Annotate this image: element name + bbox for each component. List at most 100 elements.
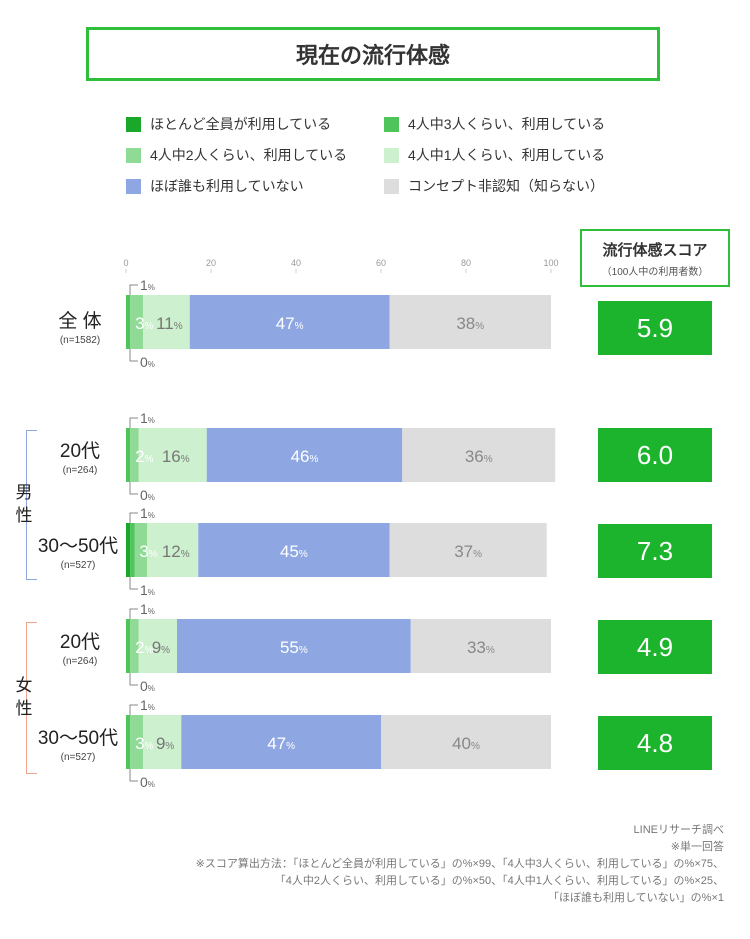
- bar-segment: [143, 715, 182, 769]
- bar-segment: [389, 523, 547, 577]
- data-label-almost-all: 0%: [140, 354, 155, 370]
- bar-segment: [206, 428, 403, 482]
- leader-line-above: [129, 608, 138, 619]
- legend-item-1-of-4: 4人中1人くらい、利用している: [384, 145, 605, 165]
- data-label-unaware: 36%: [465, 447, 493, 466]
- bar-segment: [130, 619, 139, 673]
- data-label-almost-none: 45%: [280, 542, 308, 561]
- row-label-main: 20代: [59, 441, 101, 462]
- legend: ほとんど全員が利用している 4人中3人くらい、利用している 4人中2人くらい、利…: [126, 114, 646, 210]
- data-label-3of4: 1%: [140, 601, 155, 617]
- row-label-female-30-50s: 30～50代 (n=527): [32, 723, 124, 763]
- bar-segment: [147, 523, 199, 577]
- leader-line-below: [129, 482, 138, 495]
- data-label-3of4: 1%: [140, 505, 155, 521]
- data-label-unaware: 40%: [452, 734, 480, 753]
- score-box-female-30-50s: 4.8: [598, 716, 712, 770]
- bar-segment: [189, 295, 390, 349]
- x-tick-label: 20: [206, 258, 216, 268]
- leader-line-above: [129, 512, 138, 523]
- data-label-2of4: 3%: [139, 542, 157, 561]
- bar-segment: [130, 295, 143, 349]
- footer-note-method-2: 「4人中2人くらい、利用している」の%×50、「4人中1人くらい、利用している」…: [274, 875, 724, 887]
- x-tick-label: 80: [461, 258, 471, 268]
- data-label-unaware: 37%: [454, 542, 482, 561]
- legend-label: 4人中2人くらい、利用している: [150, 147, 348, 163]
- row-label-female-20s: 20代 (n=264): [40, 627, 120, 667]
- legend-item-3-of-4: 4人中3人くらい、利用している: [384, 114, 605, 134]
- chart-title: 現在の流行体感: [295, 43, 450, 68]
- bar-segment: [410, 619, 551, 673]
- bar-segment: [181, 715, 381, 769]
- female-group-bracket: [26, 622, 37, 774]
- score-box-total: 5.9: [598, 301, 712, 355]
- bar-segment: [126, 428, 131, 482]
- data-label-almost-all: 0%: [140, 487, 155, 503]
- group-label-char: 性: [15, 699, 33, 718]
- bar-segment: [389, 295, 551, 349]
- data-label-almost-none: 46%: [291, 447, 319, 466]
- row-label-n: (n=527): [60, 560, 96, 571]
- bar-segment: [130, 428, 139, 482]
- legend-item-2-of-4: 4人中2人くらい、利用している: [126, 145, 347, 165]
- data-label-2of4: 3%: [135, 734, 153, 753]
- legend-item-unaware: コンセプト非認知（知らない）: [384, 176, 604, 196]
- leader-line-above: [129, 704, 138, 715]
- x-tick-label: 100: [543, 258, 558, 268]
- bar-segment: [177, 619, 411, 673]
- data-label-almost-all: 1%: [140, 582, 155, 598]
- bar-segment: [130, 715, 143, 769]
- score-header-title: 流行体感スコア: [602, 242, 708, 259]
- bar-segment: [130, 523, 135, 577]
- footer-source: LINEリサーチ調べ: [633, 824, 724, 836]
- data-label-2of4: 2%: [135, 447, 153, 466]
- data-label-almost-all: 0%: [140, 774, 155, 790]
- legend-label: 4人中1人くらい、利用している: [408, 147, 606, 163]
- x-tick-label: 0: [123, 258, 128, 268]
- data-label-1of4: 12%: [162, 542, 190, 561]
- bar-segment: [134, 523, 148, 577]
- group-label-char: 性: [15, 506, 33, 525]
- bar-segment: [126, 715, 131, 769]
- data-label-3of4: 1%: [140, 697, 155, 713]
- legend-swatch: [384, 178, 399, 194]
- row-label-main: 全 体: [58, 311, 102, 332]
- legend-label: ほとんど全員が利用している: [150, 116, 332, 132]
- score-box-male-30-50s: 7.3: [598, 524, 712, 578]
- data-label-almost-all: 0%: [140, 678, 155, 694]
- legend-item-almost-none: ほぼ誰も利用していない: [126, 176, 304, 196]
- row-label-main: 30～50代: [37, 536, 119, 557]
- bar-segment: [143, 295, 190, 349]
- data-label-almost-none: 47%: [267, 734, 295, 753]
- group-label-char: 女: [15, 676, 33, 695]
- row-label-total: 全 体 (n=1582): [40, 306, 120, 346]
- data-label-almost-none: 55%: [280, 638, 308, 657]
- legend-swatch: [126, 116, 141, 132]
- row-label-male-30-50s: 30～50代 (n=527): [32, 531, 124, 571]
- score-header-subtitle: （100人中の利用者数）: [601, 267, 709, 278]
- leader-line-below: [129, 349, 138, 362]
- row-label-male-20s: 20代 (n=264): [40, 436, 120, 476]
- legend-swatch: [384, 116, 399, 132]
- bar-segment: [126, 523, 131, 577]
- data-label-2of4: 2%: [135, 638, 153, 657]
- data-label-3of4: 1%: [140, 410, 155, 426]
- data-label-1of4: 11%: [156, 314, 183, 333]
- score-box-female-20s: 4.9: [598, 620, 712, 674]
- leader-line-below: [129, 673, 138, 686]
- x-tick-label: 60: [376, 258, 386, 268]
- chart-title-box: 現在の流行体感: [86, 27, 660, 81]
- legend-label: ほぼ誰も利用していない: [150, 178, 304, 194]
- leader-line-above: [129, 284, 138, 295]
- footer-note-single: ※単一回答: [670, 841, 724, 853]
- male-group-bracket: [26, 430, 37, 580]
- group-label-male: 男性: [14, 481, 34, 527]
- bar-segment: [126, 619, 131, 673]
- data-label-unaware: 33%: [467, 638, 495, 657]
- bar-segment: [126, 295, 131, 349]
- data-label-almost-none: 47%: [276, 314, 304, 333]
- legend-swatch: [384, 147, 399, 163]
- data-label-1of4: 16%: [162, 447, 190, 466]
- footer-notes: LINEリサーチ調べ ※単一回答 ※スコア算出方法：「ほとんど全員が利用している…: [196, 822, 724, 907]
- bar-segment: [138, 428, 207, 482]
